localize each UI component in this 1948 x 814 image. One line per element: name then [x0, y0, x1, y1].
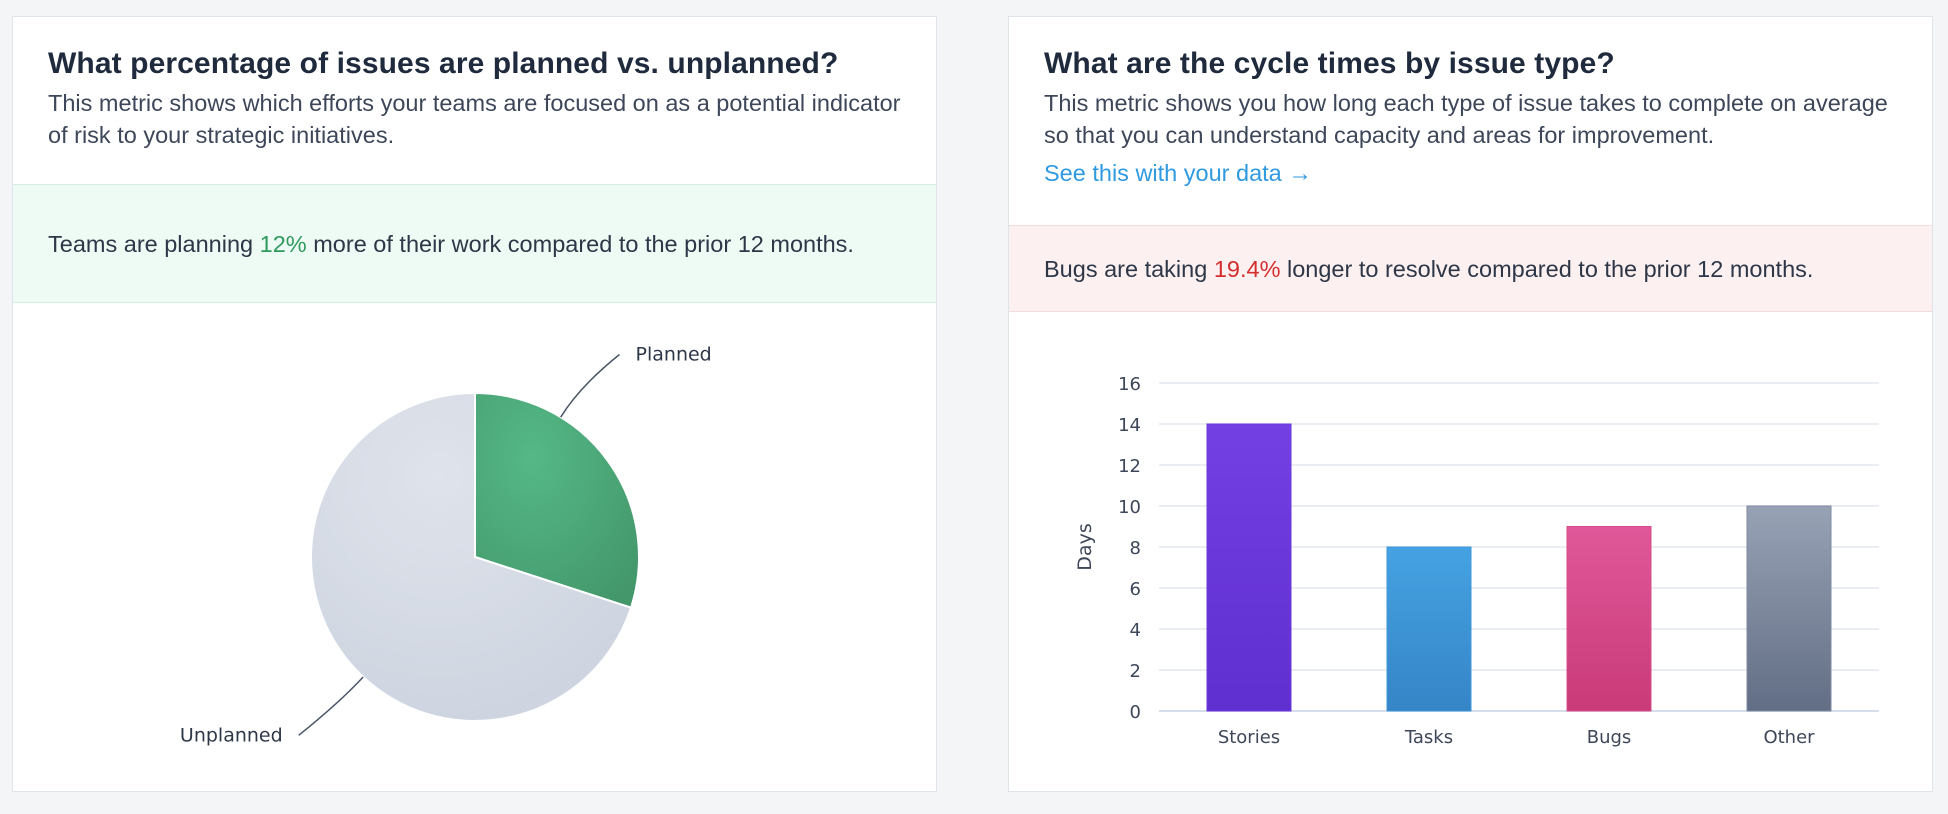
x-tick-label: Bugs [1587, 727, 1632, 748]
see-with-your-data-link[interactable]: See this with your data → [1044, 160, 1312, 186]
bar-tasks [1386, 546, 1472, 712]
y-tick-label: 4 [1130, 620, 1141, 641]
insight-callout: Bugs are taking 19.4% longer to resolve … [1009, 225, 1932, 312]
pie-leader-line [560, 353, 620, 418]
pie-label-unplanned: Unplanned [180, 724, 283, 746]
insight-callout: Teams are planning 12% more of their wor… [13, 184, 936, 303]
y-tick-label: 2 [1130, 661, 1141, 682]
x-tick-label: Other [1763, 727, 1815, 748]
y-tick-label: 6 [1130, 579, 1141, 600]
card-description: This metric shows you how long each type… [1044, 90, 1888, 148]
card-description: This metric shows which efforts your tea… [48, 90, 901, 148]
card-title: What percentage of issues are planned vs… [48, 47, 839, 80]
x-tick-label: Stories [1218, 727, 1280, 748]
y-axis-label: Days [1074, 523, 1096, 570]
pie-slice-planned [474, 391, 640, 609]
bar-bugs [1566, 526, 1652, 712]
pie-leader-line [298, 676, 364, 736]
insight-highlight: 12% [259, 230, 307, 257]
pie-label-planned: Planned [636, 343, 712, 365]
y-tick-label: 8 [1130, 538, 1141, 559]
bar-stories [1206, 423, 1292, 712]
bar-chart: 0 2 4 6 8 10 12 14 16 Days Stories Tasks Bugs Other [1074, 374, 1879, 748]
y-tick-label: 0 [1130, 702, 1141, 723]
planned-vs-unplanned-card: What percentage of issues are planned vs… [12, 16, 937, 792]
cycle-time-card: What are the cycle times by issue type? … [1008, 16, 1933, 792]
y-tick-label: 12 [1118, 456, 1141, 477]
y-tick-label: 16 [1118, 374, 1141, 395]
pie-chart: Planned Unplanned [180, 343, 712, 746]
pie-slice-unplanned [310, 391, 633, 722]
y-tick-label: 10 [1118, 497, 1141, 518]
bar-other [1746, 505, 1832, 712]
insight-text: Teams are planning 12% more of their wor… [48, 230, 854, 257]
insight-text: Bugs are taking 19.4% longer to resolve … [1044, 255, 1814, 282]
x-tick-label: Tasks [1404, 727, 1453, 748]
y-tick-label: 14 [1118, 415, 1141, 436]
insight-highlight: 19.4% [1213, 255, 1281, 282]
card-title: What are the cycle times by issue type? [1044, 47, 1615, 80]
